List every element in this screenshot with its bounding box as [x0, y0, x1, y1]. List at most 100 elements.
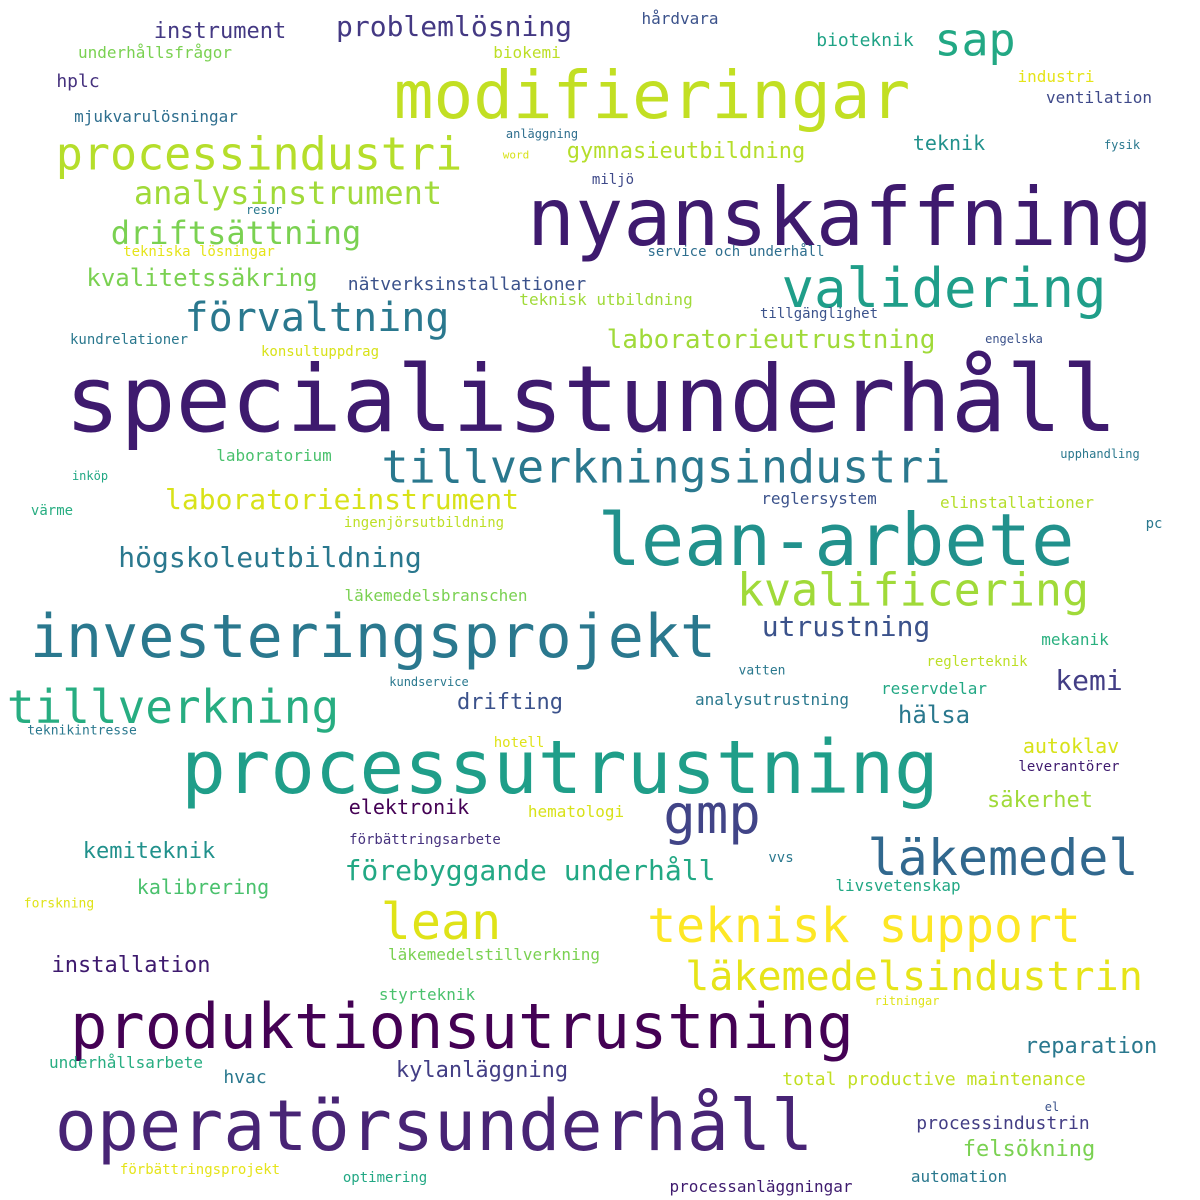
- cloud-word: reglersystem: [761, 489, 877, 508]
- cloud-word: hplc: [56, 71, 100, 92]
- cloud-word: teknisk utbildning: [519, 290, 693, 309]
- cloud-word: kundservice: [389, 675, 469, 689]
- cloud-word: leverantörer: [1018, 759, 1120, 775]
- cloud-word: tillverkning: [6, 680, 340, 734]
- cloud-word: analysutrustning: [694, 690, 850, 709]
- cloud-word: investeringsprojekt: [29, 602, 717, 672]
- cloud-word: lean-arbete: [597, 498, 1075, 582]
- cloud-word: förbättringsarbete: [349, 832, 501, 848]
- cloud-word: kylanläggning: [395, 1058, 569, 1083]
- cloud-word: laboratorieutrustning: [606, 325, 936, 355]
- cloud-word: tekniska lösningar: [123, 244, 275, 260]
- cloud-word: läkemedel: [867, 829, 1139, 887]
- cloud-word: laboratorieinstrument: [164, 483, 520, 516]
- cloud-word: optimering: [342, 1170, 428, 1186]
- cloud-word: modifieringar: [393, 57, 911, 134]
- cloud-word: förebyggande underhåll: [344, 854, 716, 887]
- cloud-word: processanläggningar: [669, 1177, 853, 1196]
- cloud-word: teknisk support: [647, 898, 1081, 954]
- cloud-word: högskoleutbildning: [118, 541, 422, 574]
- cloud-word: problemlösning: [335, 10, 573, 43]
- cloud-word: mekanik: [1041, 630, 1109, 649]
- cloud-word: säkerhet: [987, 788, 1093, 813]
- cloud-word: hårdvara: [641, 9, 719, 28]
- cloud-word: analysinstrument: [133, 174, 443, 212]
- cloud-word: anläggning: [505, 127, 579, 141]
- cloud-word: tillgänglighet: [759, 306, 879, 322]
- cloud-word: vvs: [768, 850, 794, 866]
- cloud-word: hvac: [223, 1067, 267, 1088]
- cloud-word: kemi: [1055, 664, 1123, 697]
- cloud-word: underhållsfrågor: [77, 43, 233, 62]
- cloud-word: styrteknik: [378, 985, 476, 1004]
- cloud-word: total productive maintenance: [782, 1069, 1086, 1090]
- cloud-word: kalibrering: [136, 875, 270, 899]
- cloud-word: sap: [934, 13, 1016, 67]
- cloud-word: lean: [380, 893, 502, 951]
- cloud-word: värme: [30, 503, 74, 519]
- cloud-word: validering: [781, 257, 1107, 320]
- cloud-word: laboratorium: [216, 446, 332, 465]
- cloud-word: processindustrin: [916, 1113, 1090, 1134]
- cloud-word: miljö: [591, 172, 635, 188]
- cloud-word: ingenjörsutbildning: [343, 515, 505, 531]
- cloud-word: hälsa: [897, 701, 971, 729]
- cloud-word: processindustri: [55, 127, 463, 181]
- cloud-word: hotell: [493, 735, 545, 751]
- cloud-word: underhållsarbete: [48, 1053, 204, 1072]
- cloud-word: pc: [1145, 516, 1163, 532]
- cloud-word: processutrustning: [181, 725, 939, 811]
- cloud-word: nyanskaffning: [526, 171, 1154, 264]
- cloud-word: läkemedelsindustrin: [685, 954, 1143, 1000]
- cloud-word: vatten: [738, 663, 786, 679]
- cloud-word: forskning: [23, 896, 95, 912]
- cloud-word: fysik: [1103, 138, 1141, 152]
- cloud-word: operatörsunderhåll: [54, 1085, 814, 1167]
- cloud-word: teknik: [912, 131, 986, 155]
- cloud-word: instrument: [153, 19, 287, 44]
- cloud-word: gymnasieutbildning: [566, 139, 806, 164]
- cloud-word: inköp: [71, 469, 109, 483]
- cloud-word: biokemi: [493, 43, 561, 62]
- cloud-word: produktionsutrustning: [70, 990, 854, 1063]
- cloud-word: automation: [910, 1167, 1008, 1186]
- cloud-word: installation: [51, 953, 211, 978]
- cloud-word: driftsättning: [110, 214, 362, 252]
- cloud-word: förbättringsprojekt: [119, 1162, 281, 1178]
- cloud-word: felsökning: [962, 1137, 1096, 1162]
- cloud-word: drifting: [457, 690, 563, 715]
- cloud-word: elektronik: [348, 795, 470, 819]
- cloud-word: läkemedelsbranschen: [344, 586, 528, 605]
- cloud-word: elinstallationer: [939, 493, 1095, 512]
- cloud-word: läkemedelstillverkning: [388, 945, 600, 964]
- cloud-word: specialistunderhåll: [64, 346, 1118, 453]
- cloud-word: reglerteknik: [926, 654, 1028, 670]
- cloud-word: service och underhåll: [647, 244, 825, 260]
- cloud-word: mjukvarulösningar: [74, 107, 238, 126]
- cloud-word: kundrelationer: [69, 332, 189, 348]
- cloud-word: el: [1044, 1100, 1060, 1114]
- cloud-word: utrustning: [761, 610, 931, 643]
- cloud-word: engelska: [985, 332, 1043, 346]
- cloud-word: word: [502, 148, 530, 162]
- cloud-word: ventilation: [1046, 88, 1152, 107]
- cloud-word: ritningar: [874, 994, 940, 1008]
- cloud-word: förvaltning: [184, 295, 450, 341]
- cloud-word: konsultuppdrag: [260, 344, 380, 360]
- cloud-word: reparation: [1024, 1034, 1158, 1059]
- cloud-word: kemiteknik: [82, 839, 216, 864]
- cloud-word: resor: [245, 203, 283, 217]
- cloud-word: tillverkningsindustri: [381, 440, 951, 494]
- cloud-word: kvalitetssäkring: [86, 264, 318, 292]
- cloud-word: upphandling: [1060, 447, 1140, 461]
- cloud-word: reservdelar: [881, 679, 987, 698]
- cloud-word: industri: [1017, 67, 1095, 86]
- cloud-word: gmp: [663, 783, 761, 846]
- cloud-word: hematologi: [527, 802, 625, 821]
- cloud-word: bioteknik: [816, 30, 914, 51]
- cloud-word: livsvetenskap: [835, 876, 961, 895]
- cloud-word: kvalificering: [736, 563, 1090, 617]
- cloud-word: teknikintresse: [27, 723, 137, 739]
- cloud-word: autoklav: [1022, 734, 1120, 758]
